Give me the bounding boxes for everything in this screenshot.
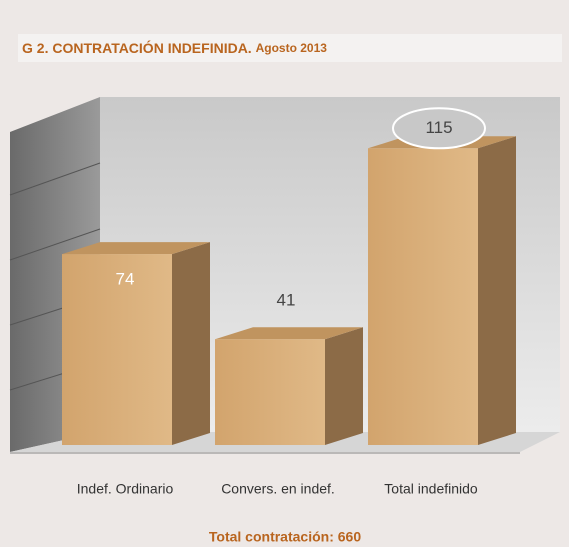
- bar-side: [478, 136, 516, 446]
- x-tick-label: Convers. en indef.: [221, 481, 335, 497]
- bar: [215, 339, 325, 445]
- bar-side: [172, 242, 210, 445]
- x-tick-label: Indef. Ordinario: [77, 481, 174, 497]
- annotation: Total contratación: 660: [209, 529, 361, 545]
- bar-side: [325, 327, 363, 445]
- x-tick-label: Total indefinido: [384, 481, 478, 497]
- data-label: 74: [116, 270, 135, 289]
- data-label: 115: [425, 118, 452, 137]
- bar: [62, 254, 172, 445]
- title-bar: [18, 34, 562, 62]
- data-label: 41: [277, 291, 296, 310]
- bar-top: [62, 242, 210, 255]
- bar-top: [215, 327, 363, 340]
- label-bubble: [392, 107, 486, 150]
- chart-title: G 2. CONTRATACIÓN INDEFINIDA. Agosto 201…: [22, 39, 327, 56]
- bar: [368, 148, 478, 446]
